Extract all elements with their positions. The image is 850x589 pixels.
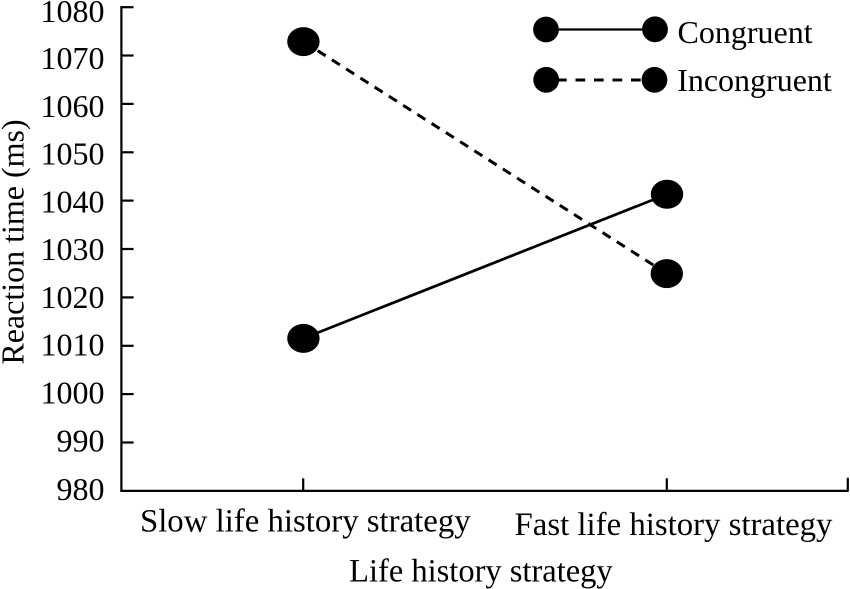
svg-text:1050: 1050 [41,136,105,172]
svg-text:1040: 1040 [41,183,105,219]
svg-text:Fast life history strategy: Fast life history strategy [515,507,833,543]
svg-text:1010: 1010 [41,327,105,363]
svg-text:990: 990 [57,422,105,458]
svg-text:Reaction time (ms): Reaction time (ms) [0,119,31,364]
svg-text:Slow life history strategy: Slow life history strategy [140,503,471,539]
svg-text:980: 980 [57,471,105,507]
svg-text:Incongruent: Incongruent [677,62,832,98]
svg-text:1080: 1080 [41,0,105,29]
svg-text:Life history strategy: Life history strategy [349,554,613,589]
svg-text:1000: 1000 [41,375,105,411]
svg-text:1060: 1060 [41,88,105,124]
svg-text:1030: 1030 [41,231,105,267]
svg-text:Congruent: Congruent [678,14,813,50]
svg-text:1070: 1070 [41,40,105,76]
svg-text:1020: 1020 [41,279,105,315]
